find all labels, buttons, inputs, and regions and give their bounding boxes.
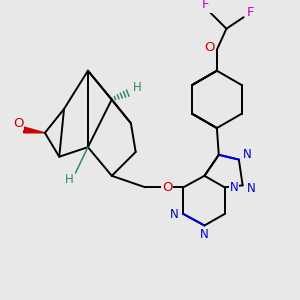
Text: H: H — [133, 81, 142, 94]
Text: N: N — [247, 182, 256, 195]
Text: F: F — [202, 0, 209, 11]
Text: N: N — [169, 208, 178, 220]
Text: F: F — [247, 6, 254, 19]
Text: N: N — [230, 181, 239, 194]
Polygon shape — [23, 127, 45, 133]
Text: N: N — [243, 148, 252, 161]
Text: H: H — [64, 173, 73, 186]
Text: N: N — [200, 228, 209, 241]
Text: O: O — [162, 181, 172, 194]
Text: O: O — [204, 41, 214, 54]
Text: O: O — [13, 117, 23, 130]
